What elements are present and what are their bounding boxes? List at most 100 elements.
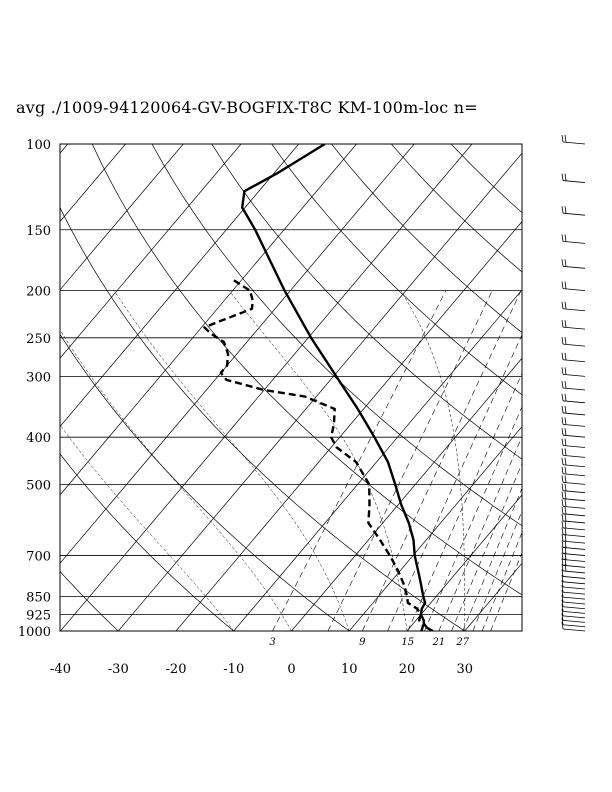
wind-barb xyxy=(561,352,586,363)
wind-barb xyxy=(561,590,586,600)
wind-barb xyxy=(561,134,586,145)
isotherm-line xyxy=(60,144,184,291)
mixing-ratio-line xyxy=(387,334,522,631)
wind-barb xyxy=(561,527,586,538)
isotherm-line xyxy=(291,357,522,631)
pressure-tick-label: 300 xyxy=(26,370,51,385)
moist-adiabat-line xyxy=(113,290,350,631)
dry-adiabat-line xyxy=(391,144,522,273)
moist-adiabat-line xyxy=(60,424,234,631)
temperature-tick-label: 10 xyxy=(341,662,358,677)
isotherm-line xyxy=(117,152,522,631)
wind-barb xyxy=(561,457,586,468)
isotherm-line xyxy=(60,144,473,631)
wind-barb xyxy=(561,569,586,579)
wind-barb xyxy=(561,367,586,377)
isotherm-line xyxy=(60,144,415,564)
isotherm-line xyxy=(60,144,300,428)
wind-barb xyxy=(561,513,586,524)
wind-barb xyxy=(561,574,586,585)
pressure-tick-label: 850 xyxy=(26,591,51,606)
wind-barb xyxy=(561,608,586,619)
temperature-tick-label: -20 xyxy=(166,662,187,677)
isotherm-line xyxy=(60,144,357,496)
wind-barb xyxy=(561,380,586,391)
wind-barb xyxy=(561,613,586,623)
wind-barb xyxy=(561,520,586,531)
temperature-tick-label: -10 xyxy=(223,662,244,677)
wind-barb xyxy=(561,579,586,590)
isotherm-line xyxy=(233,289,522,631)
pressure-tick-label: 100 xyxy=(26,138,51,153)
mixing-ratio-line xyxy=(472,510,522,631)
mixing-ratio-line xyxy=(362,290,522,631)
pressure-tick-label: 700 xyxy=(26,550,51,565)
temperature-tick-labels: -40 -30 -20 -10 0 10 20 30 xyxy=(50,662,473,677)
isotherm-line xyxy=(175,220,522,631)
dry-adiabat-line xyxy=(450,144,522,214)
mixing-ratio-labels: 3 9 15 21 27 xyxy=(269,637,469,648)
dry-adiabat-line xyxy=(211,144,522,460)
mixing-ratio-line xyxy=(424,406,522,631)
wind-barb xyxy=(561,621,586,632)
mixing-ratio-line xyxy=(438,435,522,631)
sounding-series xyxy=(203,144,434,631)
wind-barb xyxy=(561,604,586,614)
background-lines xyxy=(60,144,522,631)
dry-adiabat-line xyxy=(60,333,350,631)
wind-barb xyxy=(561,405,586,416)
wind-barb xyxy=(561,483,586,494)
isotherm-line xyxy=(60,144,242,359)
dry-adiabat-line xyxy=(331,144,522,334)
chart-title: avg ./1009-94120064-GV-BOGFIX-T8C KM-100… xyxy=(16,98,478,117)
mixing-ratio-line xyxy=(490,551,522,631)
temperature-line xyxy=(241,144,434,631)
mixing-ratio-label: 27 xyxy=(455,637,469,648)
mixing-ratio-line xyxy=(481,531,522,631)
isotherm-line xyxy=(464,562,522,631)
pressure-tick-label: 1000 xyxy=(18,625,51,640)
plot-frame xyxy=(59,143,523,632)
isobars xyxy=(60,143,522,632)
temperature-tick-label: -40 xyxy=(50,662,71,677)
pressure-tick-label: 150 xyxy=(26,224,51,239)
moist-adiabat-line xyxy=(229,290,408,631)
pressure-tick-label: 400 xyxy=(26,431,51,446)
wind-barb xyxy=(561,534,586,544)
pressure-tick-label: 200 xyxy=(26,285,51,300)
mixing-ratio-line xyxy=(272,290,447,631)
wind-barb xyxy=(561,594,586,605)
mixing-ratio-line xyxy=(462,487,522,631)
pressure-tick-label: 925 xyxy=(26,609,51,624)
wind-barb xyxy=(561,617,586,628)
mixing-ratio-line xyxy=(451,462,522,631)
wind-barb xyxy=(561,448,586,458)
wind-barb xyxy=(561,506,586,517)
wind-barb xyxy=(561,393,586,404)
wind-barb xyxy=(561,438,586,448)
mixing-ratio-label: 9 xyxy=(359,637,366,648)
wind-barb xyxy=(561,599,586,610)
wind-barb xyxy=(561,173,586,183)
isotherm-line xyxy=(406,494,522,631)
wind-barb xyxy=(561,301,586,312)
mixing-ratio-label: 3 xyxy=(269,637,275,648)
temperature-tick-label: -30 xyxy=(108,662,129,677)
wind-barb xyxy=(561,206,586,216)
wind-barb xyxy=(561,320,586,330)
wind-barb xyxy=(561,281,586,291)
wind-barb xyxy=(561,234,586,244)
wind-barb xyxy=(561,337,586,347)
dry-adiabat-line xyxy=(60,570,119,631)
isotherm-line xyxy=(60,144,126,223)
wind-barb xyxy=(561,499,586,509)
temperature-tick-label: 30 xyxy=(456,662,473,677)
pressure-tick-label: 500 xyxy=(26,478,51,493)
wind-barb xyxy=(561,466,586,477)
temperature-tick-label: 0 xyxy=(287,662,295,677)
temperature-tick-label: 20 xyxy=(399,662,416,677)
wind-barbs xyxy=(561,134,586,632)
pressure-tick-label: 250 xyxy=(26,332,51,347)
wind-barb xyxy=(561,475,586,485)
